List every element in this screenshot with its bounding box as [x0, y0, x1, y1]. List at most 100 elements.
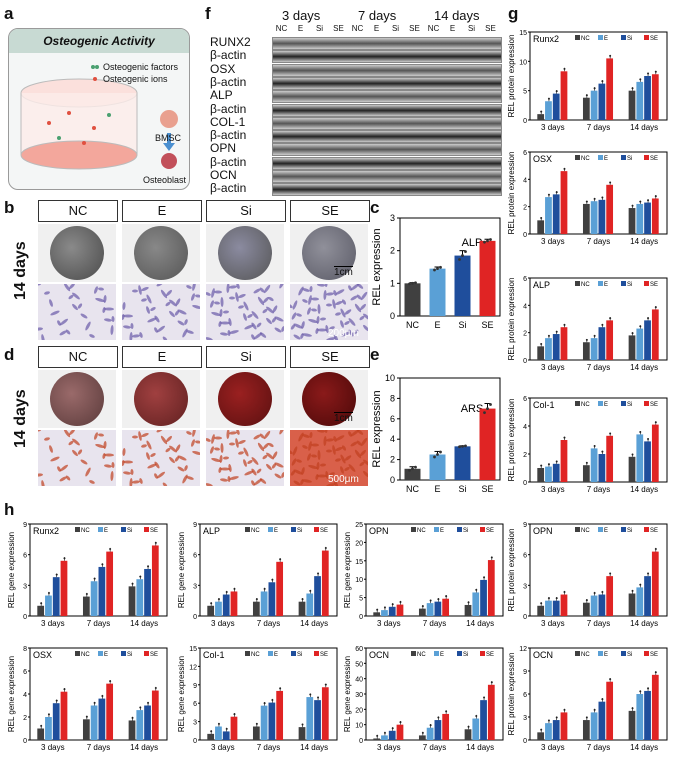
- bar-e: [45, 717, 52, 740]
- blot-lane-label: E: [373, 24, 380, 33]
- data-point: [540, 602, 543, 605]
- bar-si: [598, 199, 606, 234]
- data-point: [383, 606, 386, 609]
- legend-swatch-si: [457, 651, 462, 656]
- data-point: [317, 572, 320, 575]
- bar-si: [552, 334, 560, 360]
- data-point: [436, 453, 439, 456]
- bar-nc: [252, 601, 260, 616]
- bar-nc: [298, 727, 306, 740]
- legend-label: Si: [627, 652, 632, 658]
- bar-si: [314, 576, 321, 616]
- bar-nc: [82, 596, 90, 616]
- legend-label: E: [274, 528, 278, 534]
- data-point: [647, 199, 650, 202]
- legend-swatch-e: [268, 651, 273, 656]
- y-tick-label: 6: [193, 701, 197, 708]
- legend-ions: Osteogenic ions: [103, 74, 168, 84]
- y-tick-label: 5: [523, 89, 527, 96]
- bar-si: [552, 720, 560, 740]
- y-tick-label: 0: [359, 614, 363, 621]
- y-tick-label: 0: [390, 475, 395, 485]
- data-point: [475, 588, 478, 591]
- bar-nc: [404, 283, 421, 316]
- y-axis-label: REL gene expression: [343, 656, 352, 732]
- data-point: [279, 687, 282, 690]
- bar-nc: [464, 604, 472, 616]
- bar-se: [60, 560, 68, 616]
- data-point: [555, 460, 558, 463]
- legend-label: SE: [650, 528, 658, 534]
- legend-swatch-se: [314, 527, 319, 532]
- data-point: [593, 445, 596, 448]
- data-point: [647, 317, 650, 320]
- y-tick-label: 20: [355, 540, 363, 547]
- y-tick-label: 6: [390, 414, 395, 424]
- blot-row-label: β-actin: [210, 48, 247, 63]
- legend-label: E: [604, 282, 608, 288]
- data-point: [601, 590, 604, 593]
- dish-image-se: [290, 224, 368, 282]
- data-point: [563, 323, 566, 326]
- y-tick-label: 60: [355, 646, 363, 653]
- data-point: [376, 734, 379, 737]
- bar-nc: [582, 720, 590, 740]
- data-point: [547, 597, 550, 600]
- y-tick-label: 30: [355, 692, 363, 699]
- data-point: [647, 438, 650, 441]
- blot-strip: [272, 156, 502, 170]
- y-tick-label: 6: [193, 553, 197, 560]
- blot-strip: [272, 63, 502, 77]
- y-tick-label: 10: [385, 373, 395, 383]
- bar-si: [598, 701, 606, 740]
- bar-e: [590, 201, 598, 234]
- y-tick-label: 6: [523, 692, 527, 699]
- blot-lane-label: SE: [333, 24, 344, 33]
- y-tick-label: 0: [193, 614, 197, 621]
- legend-label: Si: [627, 36, 632, 42]
- bar-si: [434, 601, 442, 616]
- chart-h2: 0 3 6 9 REL gene expression ALP NC E Si SE 3 days 7…: [177, 522, 338, 628]
- legend-swatch-nc: [75, 651, 80, 656]
- data-point: [490, 556, 493, 559]
- dish-well: [134, 226, 188, 280]
- legend-swatch-se: [480, 651, 485, 656]
- bar-se: [606, 184, 614, 234]
- data-point: [489, 403, 492, 406]
- x-tick-label: 3 days: [541, 237, 565, 246]
- bar-si: [480, 579, 487, 616]
- data-point: [139, 706, 142, 709]
- chart-title: OCN: [533, 650, 553, 660]
- data-point: [631, 332, 634, 335]
- y-tick-label: 4: [523, 303, 527, 310]
- legend-label: E: [104, 528, 108, 534]
- data-point: [593, 591, 596, 594]
- legend-label: SE: [320, 652, 328, 658]
- bar-e: [636, 81, 644, 120]
- bar-nc: [128, 720, 136, 740]
- blot-row-label: RUNX2: [210, 35, 251, 49]
- data-point: [475, 714, 478, 717]
- panel-label-b: b: [4, 198, 15, 217]
- legend-label: E: [274, 652, 278, 658]
- bar-se: [651, 674, 659, 740]
- bar-e: [545, 723, 552, 740]
- bar-nc: [373, 612, 381, 616]
- y-axis-label: REL expression: [371, 390, 383, 467]
- x-tick-label: 14 days: [630, 485, 658, 494]
- legend-label: NC: [581, 282, 590, 288]
- y-tick-label: 3: [193, 720, 197, 727]
- bar-e: [429, 454, 446, 480]
- data-point: [555, 597, 558, 600]
- bar-nc: [628, 593, 636, 616]
- legend-label: SE: [320, 528, 328, 534]
- legend-label: SE: [650, 652, 658, 658]
- y-tick-label: 0: [193, 738, 197, 745]
- bar-nc: [582, 203, 590, 234]
- data-point: [601, 450, 604, 453]
- data-point: [486, 407, 489, 410]
- bar-e: [590, 338, 598, 360]
- data-point: [263, 587, 266, 590]
- bar-e: [472, 718, 480, 740]
- bar-si: [98, 698, 106, 740]
